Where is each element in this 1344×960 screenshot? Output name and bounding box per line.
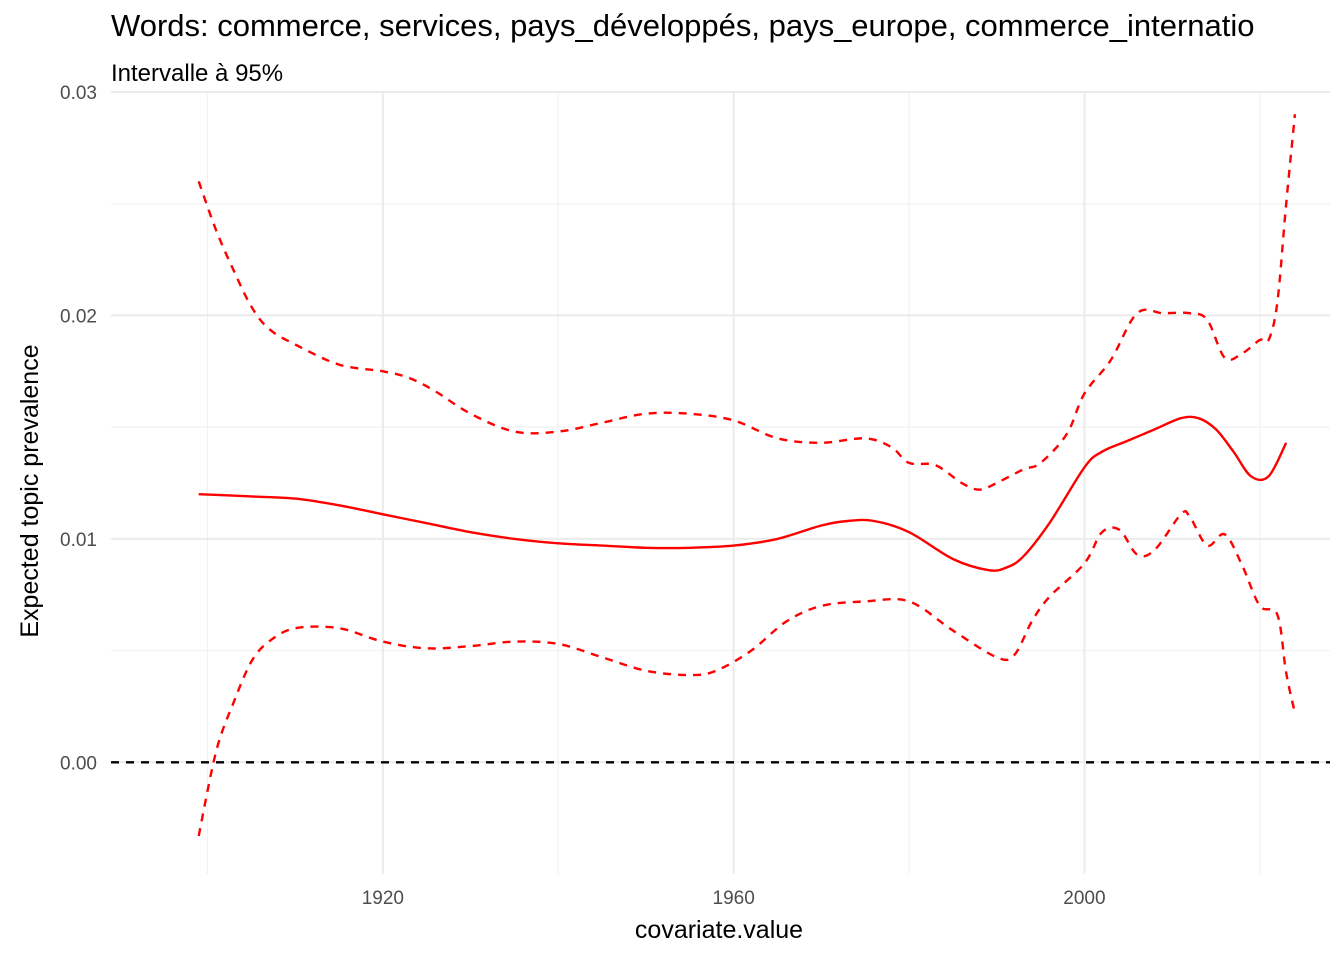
y-tick-labels: 0.00 0.01 0.02 0.03 — [60, 83, 97, 774]
x-axis-label: covariate.value — [635, 916, 803, 944]
major-gridlines — [111, 91, 1330, 874]
chart-title: Words: commerce, services, pays_développ… — [111, 8, 1255, 43]
upper-ci-line — [197, 114, 1297, 491]
x-tick-labels: 1920 1960 2000 — [362, 888, 1106, 909]
estimate-line — [198, 415, 1288, 572]
x-tick-label: 2000 — [1063, 888, 1105, 909]
y-tick-label: 0.01 — [60, 530, 97, 551]
chart-subtitle: Intervalle à 95% — [111, 60, 284, 87]
lower-ci-line — [197, 509, 1297, 837]
y-tick-label: 0.03 — [60, 83, 97, 104]
series-layer — [111, 114, 1330, 837]
y-tick-label: 0.00 — [60, 753, 97, 774]
x-tick-label: 1960 — [713, 888, 755, 909]
x-tick-label: 1920 — [362, 888, 404, 909]
y-axis-label: Expected topic prevalence — [16, 344, 44, 637]
y-tick-label: 0.02 — [60, 306, 97, 327]
minor-gridlines — [111, 92, 1330, 874]
